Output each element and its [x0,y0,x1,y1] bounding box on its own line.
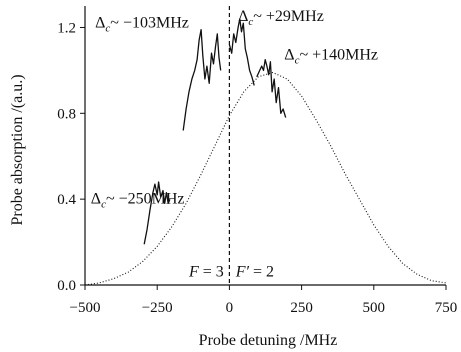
x-tick-label: 500 [363,300,386,316]
x-tick-label: 0 [226,300,234,316]
x-tick-label: −250 [142,300,173,316]
state-label-fp2: F′ = 2 [235,264,274,281]
eit-segment-2 [182,28,222,131]
plot-area [84,6,447,286]
annotation-delta-p140: Δc~ +140MHz [284,47,378,67]
y-tick-label: 0.8 [57,106,76,122]
eit-segment-4 [256,59,287,118]
y-tick-label: 1.2 [57,20,76,36]
x-tick-label: 250 [290,300,313,316]
x-axis-title: Probe detuning /MHz [199,332,338,349]
labels: Probe detuning /MHz Probe absorption /(a… [9,8,378,349]
eit-segment-1 [143,181,171,245]
x-tick-label: −500 [70,300,101,316]
doppler-profile-line [84,71,447,286]
annotation-delta-p29: Δc~ +29MHz [238,8,324,28]
annotation-delta-m103: Δc~ −103MHz [95,14,189,34]
y-tick-label: 0.0 [57,278,76,294]
y-axis-title: Probe absorption /(a.u.) [9,74,26,225]
y-tick-label: 0.4 [57,192,76,208]
annotation-delta-m250: Δc~ −250MHz [91,190,185,210]
state-label-f3: F = 3 [188,264,224,281]
eit-segment-3 [228,18,255,86]
x-tick-label: 750 [435,300,458,316]
axes: −500 −250 0 250 500 750 0.0 0.4 0.8 1.2 [57,6,457,316]
